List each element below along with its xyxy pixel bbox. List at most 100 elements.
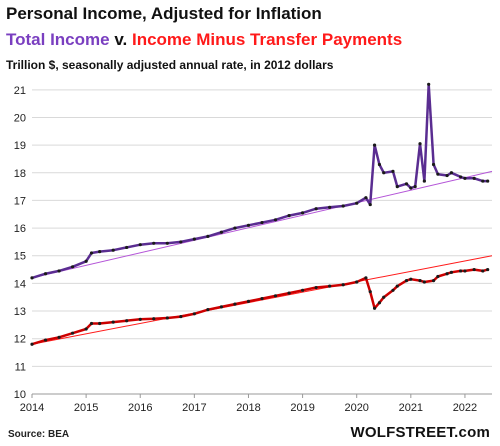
data-point bbox=[395, 185, 399, 189]
y-tick-label: 14 bbox=[14, 278, 26, 290]
data-point bbox=[273, 294, 278, 298]
data-point bbox=[89, 321, 94, 326]
data-point bbox=[89, 251, 94, 255]
data-point bbox=[30, 276, 34, 280]
x-tick-label: 2022 bbox=[453, 402, 477, 414]
x-tick-label: 2019 bbox=[290, 402, 314, 414]
data-point bbox=[300, 211, 305, 215]
y-tick-label: 10 bbox=[14, 389, 26, 401]
data-point bbox=[422, 280, 426, 284]
subtitle-versus: v. bbox=[109, 30, 132, 49]
data-point bbox=[43, 338, 48, 342]
data-point bbox=[368, 202, 372, 207]
data-point bbox=[206, 308, 210, 312]
data-point bbox=[486, 179, 490, 183]
data-point bbox=[404, 279, 409, 283]
data-point bbox=[260, 220, 264, 225]
data-point bbox=[377, 301, 382, 305]
data-point bbox=[409, 277, 413, 281]
data-point bbox=[355, 280, 359, 284]
data-point bbox=[449, 171, 454, 175]
data-point bbox=[300, 288, 305, 292]
series-line-minus-transfers bbox=[31, 268, 489, 346]
chart-title: Personal Income, Adjusted for Inflation bbox=[6, 4, 322, 23]
y-tick-label: 19 bbox=[14, 140, 26, 152]
x-tick-label: 2017 bbox=[182, 402, 206, 414]
data-point bbox=[427, 82, 431, 86]
y-tick-label: 11 bbox=[15, 361, 26, 373]
data-point bbox=[287, 214, 291, 218]
data-point bbox=[413, 185, 417, 189]
x-tick-label: 2016 bbox=[128, 402, 152, 414]
data-point bbox=[463, 269, 467, 273]
y-tick-label: 16 bbox=[14, 223, 26, 235]
data-point bbox=[138, 243, 142, 247]
data-point bbox=[472, 176, 476, 180]
data-point bbox=[355, 201, 359, 205]
data-point bbox=[206, 234, 210, 238]
source-note: Source: BEA bbox=[8, 429, 70, 440]
data-point bbox=[364, 276, 368, 280]
data-point bbox=[179, 314, 183, 319]
data-point bbox=[98, 321, 102, 326]
y-tick-label: 17 bbox=[14, 195, 26, 207]
data-point bbox=[219, 230, 224, 234]
x-tick-label: 2018 bbox=[236, 402, 260, 414]
data-point bbox=[404, 182, 409, 186]
data-point bbox=[57, 269, 61, 273]
data-point bbox=[372, 143, 377, 147]
data-point bbox=[391, 288, 395, 292]
chart-subtitle: Total Income v. Income Minus Transfer Pa… bbox=[6, 30, 402, 50]
data-point bbox=[233, 302, 237, 306]
data-point bbox=[98, 249, 102, 254]
data-point bbox=[472, 267, 476, 272]
subtitle-minus-transfers: Income Minus Transfer Payments bbox=[131, 30, 403, 49]
chart-units: Trillion $, seasonally adjusted annual r… bbox=[6, 58, 334, 72]
data-point bbox=[431, 279, 436, 283]
data-point bbox=[125, 319, 129, 323]
x-tick-label: 2015 bbox=[74, 402, 98, 414]
data-point bbox=[57, 335, 61, 339]
series-line-total-income bbox=[31, 83, 488, 280]
data-point bbox=[84, 327, 88, 331]
data-point bbox=[179, 240, 183, 244]
data-point bbox=[84, 259, 88, 263]
data-point bbox=[368, 290, 372, 294]
data-point bbox=[30, 342, 34, 346]
data-point bbox=[314, 207, 318, 211]
data-point bbox=[192, 237, 196, 241]
data-point bbox=[43, 272, 48, 276]
data-point bbox=[422, 179, 426, 183]
y-tick-label: 18 bbox=[14, 168, 26, 180]
x-tick-label: 2021 bbox=[399, 402, 423, 414]
data-point bbox=[449, 270, 454, 274]
data-point bbox=[165, 241, 169, 245]
data-point bbox=[445, 272, 449, 276]
data-point bbox=[328, 284, 332, 288]
data-point bbox=[382, 171, 386, 175]
data-point bbox=[125, 245, 129, 250]
data-point bbox=[409, 186, 413, 190]
data-point bbox=[431, 162, 436, 167]
data-point bbox=[273, 218, 278, 222]
data-point bbox=[246, 223, 251, 227]
y-tick-label: 12 bbox=[14, 334, 26, 346]
data-point bbox=[111, 320, 115, 324]
data-point bbox=[260, 297, 264, 301]
data-point bbox=[165, 316, 169, 320]
data-point bbox=[328, 205, 332, 209]
y-tick-label: 15 bbox=[14, 251, 26, 263]
brand-logo: WOLFSTREET.com bbox=[350, 424, 490, 441]
trend-line bbox=[31, 170, 493, 279]
y-tick-label: 20 bbox=[14, 112, 26, 124]
data-point bbox=[418, 142, 422, 146]
data-point bbox=[436, 172, 440, 176]
data-point bbox=[341, 204, 345, 208]
data-point bbox=[372, 306, 377, 310]
data-point bbox=[70, 331, 75, 335]
data-point bbox=[246, 299, 251, 303]
data-point bbox=[341, 283, 345, 287]
data-point bbox=[152, 317, 156, 321]
x-tick-label: 2020 bbox=[344, 402, 368, 414]
data-point bbox=[418, 279, 422, 283]
